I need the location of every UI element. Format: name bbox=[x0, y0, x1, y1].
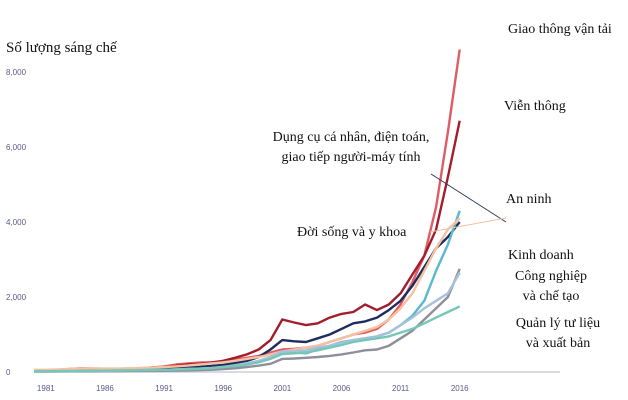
series-annotation-line: Công nghiệp bbox=[515, 269, 587, 284]
series-annotation-3: Dụng cụ cá nhân, điện toán, giao tiếp ngư… bbox=[273, 130, 430, 165]
series-annotation-7: Công nghiệp và chế tạo bbox=[515, 269, 587, 304]
series-line-6 bbox=[34, 268, 461, 373]
x-tick-label: 1996 bbox=[214, 384, 232, 393]
x-tick-label: 2011 bbox=[392, 384, 410, 393]
y-tick-label: 0 bbox=[6, 368, 11, 377]
series-annotation-line: và chế tạo bbox=[523, 289, 580, 304]
axis-layer: 0 2,000 4,000 6,000 8,000 1981 1986 1991 1996 200… bbox=[6, 68, 560, 393]
x-tick-label: 1981 bbox=[37, 384, 55, 393]
x-tick-label: 1991 bbox=[155, 384, 173, 393]
series-annotation-8: Quản lý tư liệu và xuất bản bbox=[516, 316, 600, 351]
y-tick-label: 8,000 bbox=[6, 68, 27, 77]
series-annotation-line: và xuất bản bbox=[526, 336, 591, 351]
series-annotation-line: Kinh doanh bbox=[508, 248, 574, 263]
y-tick-label: 6,000 bbox=[6, 143, 27, 152]
y-axis-label: Số lượng sáng chế bbox=[6, 40, 117, 56]
annotation-layer: Giao thông vận tải Viễn thông Dụng cụ cá n… bbox=[273, 22, 612, 351]
series-annotation-line: Quản lý tư liệu bbox=[516, 316, 600, 331]
annotation-leader-line bbox=[430, 173, 507, 223]
x-tick-label: 2006 bbox=[333, 384, 351, 393]
series-line-5 bbox=[34, 217, 461, 371]
series-annotation-4: An ninh bbox=[506, 192, 552, 207]
series-annotation-2: Viễn thông bbox=[504, 99, 566, 114]
y-tick-label: 4,000 bbox=[6, 218, 27, 227]
series-annotation-line: Giao thông vận tải bbox=[508, 22, 612, 37]
annotation-leader-line bbox=[429, 217, 507, 233]
series-layer bbox=[33, 49, 461, 373]
x-tick-label: 2016 bbox=[451, 384, 469, 393]
series-annotation-line: Đời sống và y khoa bbox=[297, 225, 407, 240]
series-annotation-line: Viễn thông bbox=[504, 99, 566, 114]
series-annotation-1: Giao thông vận tải bbox=[508, 22, 612, 37]
y-tick-label: 2,000 bbox=[6, 293, 27, 302]
series-line-7 bbox=[34, 272, 461, 373]
x-tick-label: 2001 bbox=[273, 384, 291, 393]
series-annotation-line: Dụng cụ cá nhân, điện toán, bbox=[273, 130, 430, 145]
series-annotation-6: Kinh doanh bbox=[508, 248, 574, 263]
series-line-8 bbox=[34, 305, 461, 373]
series-annotation-line: An ninh bbox=[506, 192, 552, 207]
series-annotation-5: Đời sống và y khoa bbox=[297, 225, 407, 240]
x-tick-label: 1986 bbox=[96, 384, 114, 393]
series-annotation-line: giao tiếp người-máy tính bbox=[281, 150, 420, 165]
series-line-1 bbox=[33, 49, 461, 372]
